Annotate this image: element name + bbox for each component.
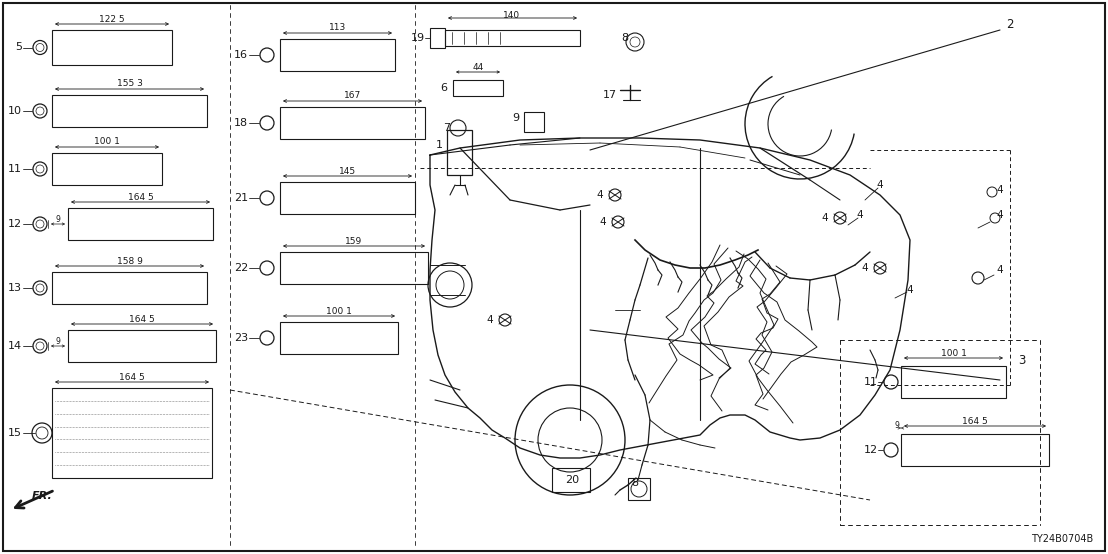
Text: 167: 167	[343, 91, 361, 100]
Text: 9: 9	[55, 214, 61, 223]
Text: 100 1: 100 1	[326, 306, 352, 315]
Text: 164 5: 164 5	[130, 315, 155, 324]
Text: 4: 4	[597, 190, 604, 200]
Text: 164 5: 164 5	[127, 192, 153, 202]
Bar	[628, 478, 650, 500]
Text: 9: 9	[894, 420, 900, 429]
Text: 4: 4	[822, 213, 829, 223]
Text: 21: 21	[234, 193, 248, 203]
Text: 12: 12	[864, 445, 878, 455]
Text: 4: 4	[876, 180, 883, 190]
Text: 164 5: 164 5	[962, 418, 988, 427]
Text: 16: 16	[234, 50, 248, 60]
Text: 4: 4	[486, 315, 493, 325]
Text: 17: 17	[603, 90, 617, 100]
Text: 2: 2	[1006, 18, 1014, 32]
Bar	[52, 272, 207, 304]
Text: 6: 6	[440, 83, 447, 93]
Text: 3: 3	[1018, 353, 1026, 367]
Text: 20: 20	[565, 475, 579, 485]
Text: TY24B0704B: TY24B0704B	[1030, 534, 1092, 544]
Bar	[445, 30, 579, 46]
Text: 1: 1	[437, 140, 443, 150]
Text: 15: 15	[8, 428, 22, 438]
Text: 155 3: 155 3	[116, 80, 143, 89]
Text: 113: 113	[329, 23, 346, 33]
Text: 4: 4	[997, 265, 1004, 275]
Text: 9: 9	[55, 336, 61, 346]
Text: 5: 5	[16, 43, 22, 53]
Text: 14: 14	[8, 341, 22, 351]
Bar	[280, 182, 416, 214]
Bar	[453, 80, 503, 96]
Text: 100 1: 100 1	[94, 137, 120, 146]
Bar	[68, 208, 213, 240]
Text: 4: 4	[856, 210, 863, 220]
Text: 11: 11	[8, 164, 22, 174]
Text: 13: 13	[8, 283, 22, 293]
Text: 11: 11	[864, 377, 878, 387]
Text: 12: 12	[8, 219, 22, 229]
Text: 7: 7	[443, 123, 450, 133]
Text: 4: 4	[997, 185, 1004, 195]
Bar	[280, 39, 394, 71]
Bar	[552, 468, 589, 492]
Text: 4: 4	[599, 217, 606, 227]
Text: 158 9: 158 9	[116, 257, 143, 265]
Text: 9: 9	[512, 113, 519, 123]
Bar	[52, 388, 212, 478]
Bar	[430, 28, 445, 48]
Text: 19: 19	[411, 33, 425, 43]
Text: 4: 4	[862, 263, 869, 273]
Text: 18: 18	[234, 118, 248, 128]
Bar	[901, 434, 1049, 466]
Text: 145: 145	[339, 167, 356, 176]
Bar	[52, 30, 172, 65]
Text: 164 5: 164 5	[120, 372, 145, 382]
Bar	[52, 95, 207, 127]
Text: 4: 4	[997, 210, 1004, 220]
Bar	[447, 130, 472, 175]
Text: 159: 159	[346, 237, 362, 245]
Text: 8: 8	[632, 478, 638, 488]
Text: 4: 4	[906, 285, 913, 295]
Bar	[901, 366, 1006, 398]
Text: FR.: FR.	[32, 491, 52, 501]
Bar	[52, 153, 162, 185]
Text: 100 1: 100 1	[941, 350, 966, 358]
Bar	[280, 107, 425, 139]
Text: 122 5: 122 5	[100, 14, 125, 23]
Text: 10: 10	[8, 106, 22, 116]
Bar	[280, 252, 428, 284]
Bar	[280, 322, 398, 354]
Bar	[68, 330, 216, 362]
Text: 23: 23	[234, 333, 248, 343]
Text: 44: 44	[472, 64, 483, 73]
Text: 140: 140	[503, 12, 521, 20]
Bar	[524, 112, 544, 132]
Text: 8: 8	[620, 33, 628, 43]
Text: 22: 22	[234, 263, 248, 273]
